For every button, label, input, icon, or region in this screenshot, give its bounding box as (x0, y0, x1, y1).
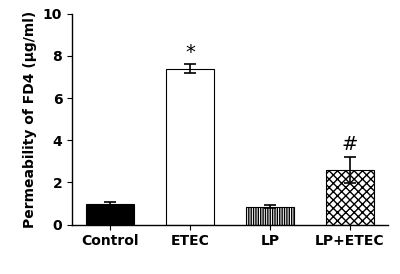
Bar (166, 68, 214, 225)
Text: *: * (185, 43, 195, 62)
Bar (326, 170, 374, 225)
Bar (86, 204, 134, 225)
Bar (246, 207, 294, 225)
Text: #: # (342, 135, 358, 154)
Y-axis label: Permeability of FD4 (μg/ml): Permeability of FD4 (μg/ml) (23, 11, 37, 228)
